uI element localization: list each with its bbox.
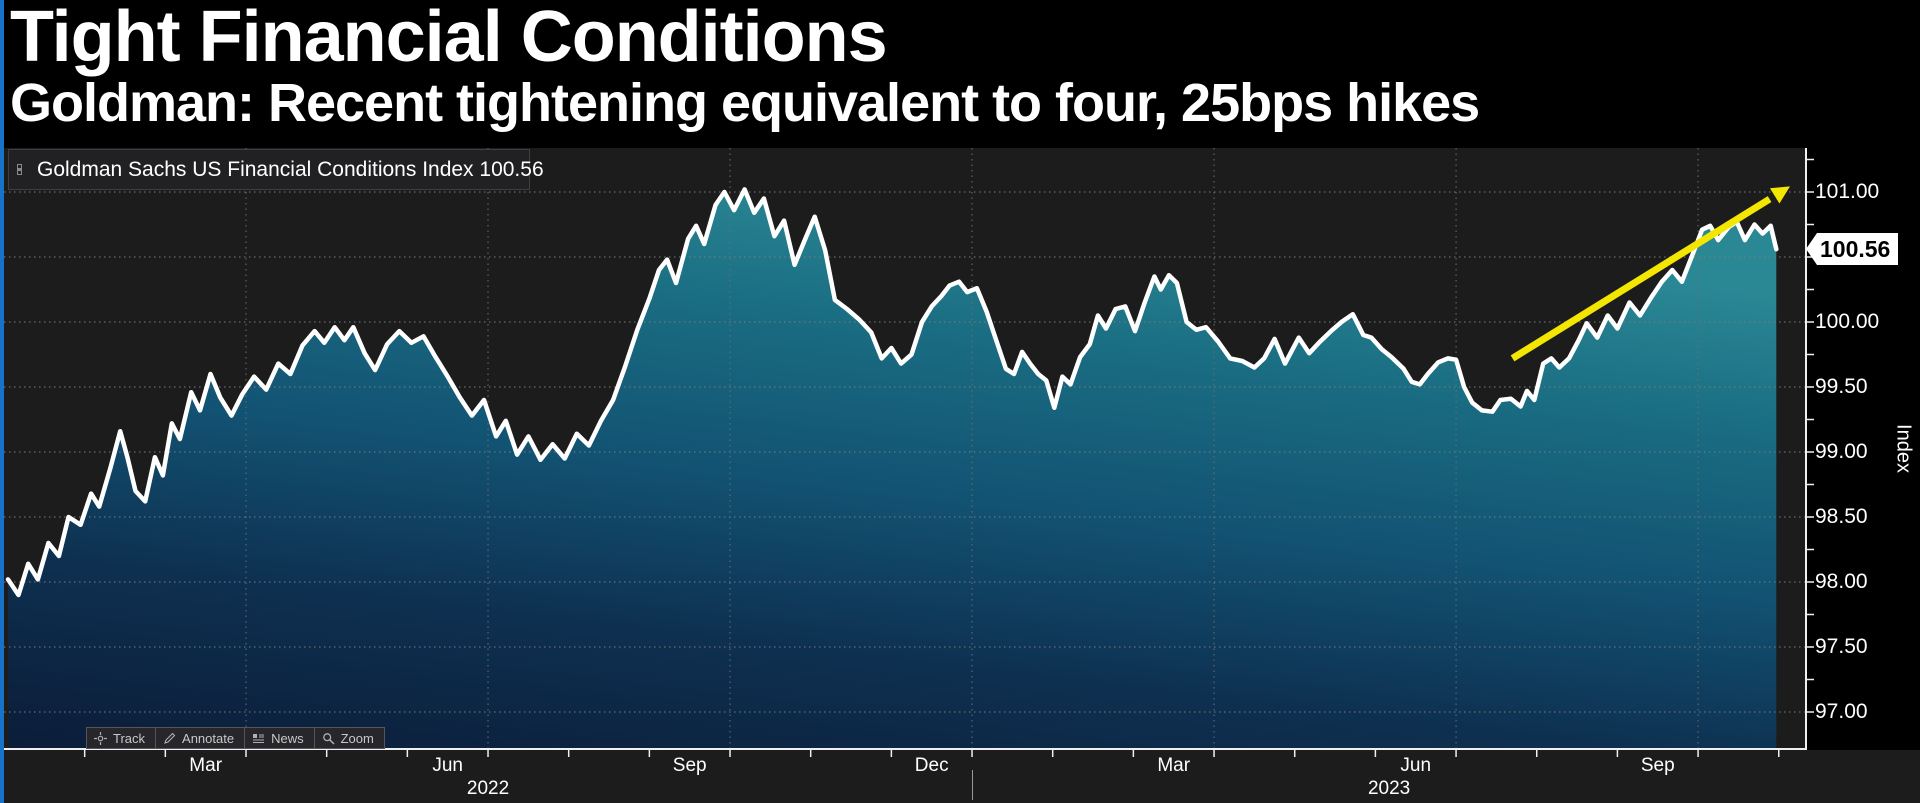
series-area-fill [8,189,1777,748]
tag-pointer-icon [1806,233,1817,266]
expand-icon[interactable] [17,164,22,175]
tool-button-label: Annotate [182,730,235,746]
tool-button-label: Zoom [340,730,374,746]
legend-box[interactable]: Goldman Sachs US Financial Conditions In… [8,149,544,190]
x-axis-strip [4,750,1920,803]
legend-label: Goldman Sachs US Financial Conditions In… [37,157,544,181]
trend-arrow-head [1769,186,1791,204]
trend-arrow-shaft [1510,196,1772,362]
page-title: Tight Financial Conditions [10,0,888,77]
series-line [5,187,1779,598]
magnifier-icon [322,732,335,745]
tool-button-label: News [271,730,304,746]
window-left-accent-border [0,0,4,803]
page-subtitle: Goldman: Recent tightening equivalent to… [10,73,1480,133]
zoom-button[interactable]: Zoom [313,727,385,749]
crosshair-icon [94,731,107,745]
news-button[interactable]: News [244,727,315,749]
last-value-tag: 100.56 [1806,233,1899,266]
last-value-label: 100.56 [1817,233,1899,266]
track-button[interactable]: Track [86,727,157,749]
pencil-icon [163,732,176,745]
y-axis-title: Index [1892,424,1915,473]
chart-toolbar: Track Annotate News Zoom [86,727,385,749]
annotate-button[interactable]: Annotate [155,727,246,749]
tool-button-label: Track [113,730,146,746]
news-lines-icon [252,732,265,745]
